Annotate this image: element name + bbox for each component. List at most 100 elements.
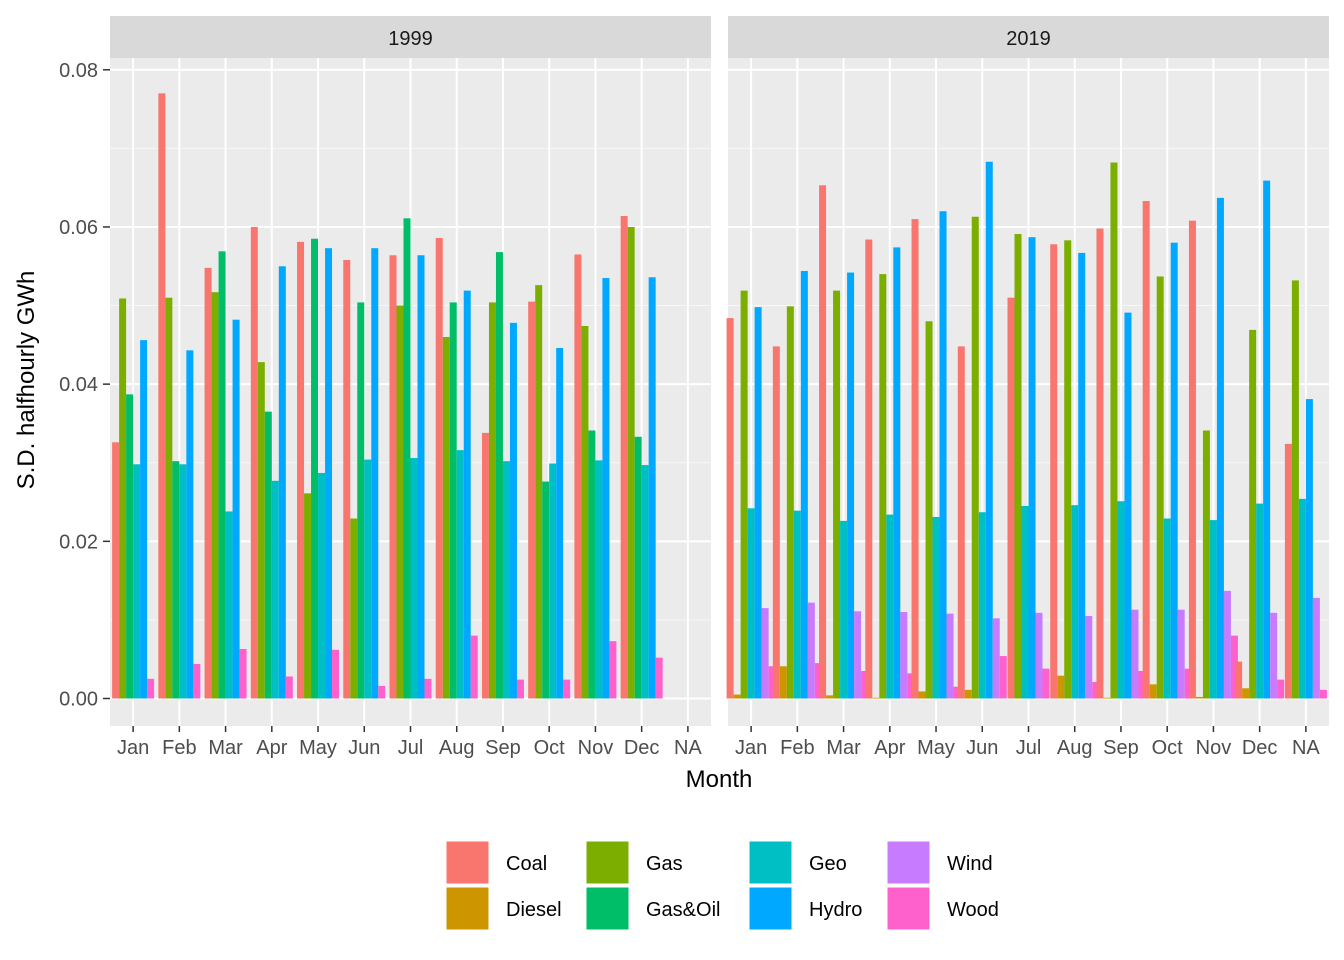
bar-feb-gas [165, 297, 173, 699]
bar-jan-geo [133, 464, 141, 699]
bar-sep-gas-oil [495, 252, 503, 699]
legend-key-geo [748, 840, 793, 885]
x-tick-label: Jun [966, 737, 998, 759]
legend-label: Gas&Oil [646, 899, 720, 921]
bar-apr-coal [250, 226, 258, 699]
bar-apr-wood [285, 676, 293, 699]
bar-nov-diesel [1195, 696, 1203, 699]
bar-jul-wood [424, 678, 432, 699]
x-tick-label: Mar [208, 737, 243, 759]
bar-mar-gas-oil [218, 251, 226, 699]
bar-feb-geo [793, 510, 801, 699]
x-axis-title: Month [686, 766, 753, 793]
bar-jul-hydro [417, 255, 425, 699]
y-tick-label: 0.06 [59, 217, 98, 239]
bar-jun-gas [350, 518, 358, 699]
bar-oct-wood [1184, 668, 1192, 699]
bar-jul-wood [1042, 668, 1050, 699]
bar-apr-gas-oil [264, 411, 272, 699]
bar-mar-geo [840, 520, 848, 699]
bar-oct-diesel [1149, 684, 1157, 699]
bar-aug-hydro [1078, 252, 1086, 699]
bar-sep-wind [1131, 609, 1139, 699]
bar-nov-gas [1202, 430, 1210, 699]
bar-apr-wind [900, 612, 908, 699]
legend-label: Diesel [506, 899, 562, 921]
bar-jun-wind [992, 618, 1000, 699]
bar-nov-gas-oil [588, 430, 596, 699]
bar-oct-coal [528, 301, 536, 699]
x-tick-label: Apr [874, 737, 905, 759]
bar-jun-wood [999, 656, 1007, 699]
bar-na-wind [1312, 597, 1320, 699]
bar-nov-coal [1188, 220, 1196, 699]
bar-aug-coal [435, 237, 443, 699]
y-axis: 0.00 0.02 0.04 0.06 0.08 [59, 60, 110, 710]
bar-nov-wood [609, 641, 617, 699]
bar-jul-coal [389, 255, 397, 699]
legend-label: Wind [947, 853, 993, 875]
legend-label: Coal [506, 853, 547, 875]
bar-jul-geo [1021, 505, 1029, 699]
bar-na-gas [1291, 280, 1299, 699]
bar-nov-hydro [1216, 197, 1224, 699]
bar-jul-gas [396, 305, 404, 699]
x-tick-label: NA [1292, 737, 1320, 759]
legend-key-gas [585, 840, 630, 885]
x-tick-label: Oct [1152, 737, 1184, 759]
bar-mar-gas [211, 292, 219, 699]
bar-feb-wind [807, 602, 815, 699]
legend-key-coal [445, 840, 490, 885]
bar-jan-gas-oil [126, 394, 134, 699]
bar-jan-diesel [733, 694, 741, 699]
bar-apr-diesel [872, 697, 880, 699]
legend-key-wood [886, 886, 931, 931]
legend-key-wind [886, 840, 931, 885]
bar-oct-hydro [556, 347, 564, 699]
legend-label: Geo [809, 853, 847, 875]
y-tick-label: 0.08 [59, 60, 98, 82]
bar-sep-hydro [1124, 312, 1132, 699]
bar-may-wood [953, 686, 961, 699]
bar-na-geo [1298, 498, 1306, 699]
bar-may-wood [332, 649, 340, 699]
bar-sep-coal [481, 432, 489, 699]
bar-na-coal [1284, 443, 1292, 699]
bar-apr-coal [865, 239, 873, 699]
x-tick-label: Dec [624, 737, 660, 759]
bar-jan-wind [761, 608, 769, 699]
panel-strip [728, 16, 1329, 58]
bar-may-gas [304, 493, 312, 699]
bar-may-coal [911, 219, 919, 699]
x-tick-label: Jul [398, 737, 424, 759]
bar-oct-wood [563, 679, 571, 699]
x-tick-label: Jan [117, 737, 149, 759]
bar-jun-hydro [371, 248, 379, 699]
bar-sep-gas [1110, 162, 1118, 699]
x-tick-label: Nov [578, 737, 614, 759]
bar-sep-gas [488, 302, 496, 699]
bar-sep-coal [1096, 228, 1104, 699]
x-tick-label: Feb [162, 737, 196, 759]
bar-nov-wind [1223, 590, 1231, 699]
legend-label: Hydro [809, 899, 862, 921]
bar-dec-wood [1277, 679, 1285, 699]
bar-jul-gas [1014, 234, 1022, 699]
bar-aug-coal [1050, 244, 1058, 699]
x-tick-label: Apr [256, 737, 287, 759]
bar-oct-geo [549, 463, 557, 699]
bar-jul-coal [1007, 297, 1015, 699]
legend-key-gas-oil [585, 886, 630, 931]
bar-may-hydro [939, 211, 947, 699]
bar-oct-gas-oil [542, 481, 550, 699]
x-tick-label: Oct [534, 737, 566, 759]
bar-dec-wind [1270, 612, 1278, 699]
bar-nov-gas [581, 325, 589, 699]
bar-aug-gas-oil [449, 302, 457, 699]
bar-dec-coal [620, 215, 628, 699]
bar-mar-wind [854, 611, 862, 699]
bar-feb-wood [814, 663, 822, 699]
bar-may-geo [318, 472, 326, 699]
bar-feb-geo [179, 464, 187, 699]
bar-jan-coal [112, 442, 120, 699]
